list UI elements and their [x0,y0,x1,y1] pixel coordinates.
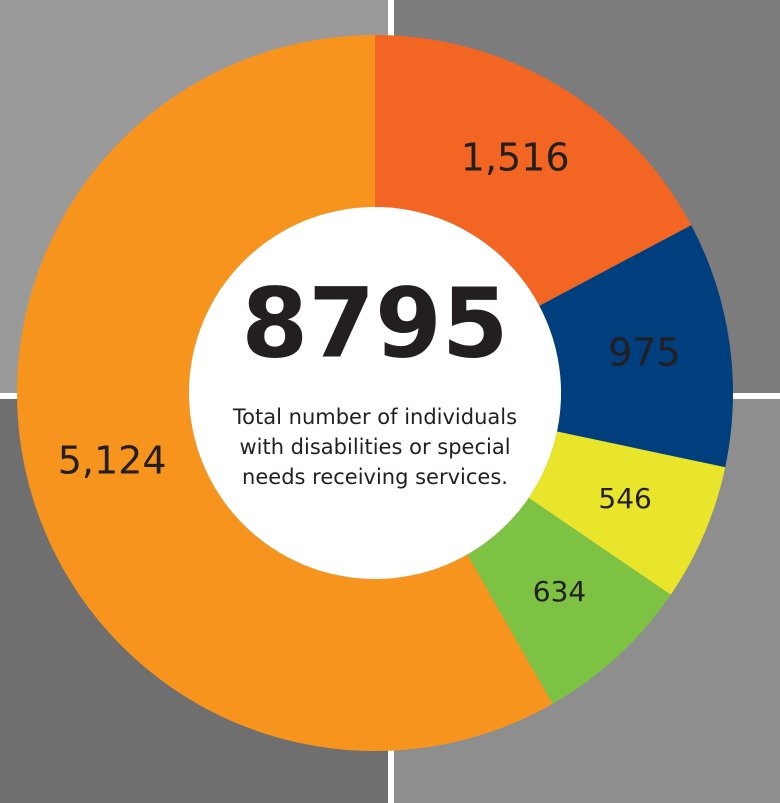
value-label: 5,124 [58,438,167,482]
center-disc [189,207,561,579]
caption-line: Total number of individuals [232,405,517,429]
value-label: 634 [533,575,586,608]
infographic: 8795 Total number of individuals with dis… [0,0,780,803]
caption-line: with disabilities or special [239,435,510,459]
value-label: 546 [598,482,651,515]
value-label: 975 [608,331,681,375]
total: 8795 [241,267,508,379]
caption: Total number of individuals with disabili… [232,405,517,489]
caption-line: needs receiving services. [242,465,508,489]
page: {"chart_data": {"type": "donut", "total"… [0,0,780,803]
value-label: 1,516 [461,135,570,179]
